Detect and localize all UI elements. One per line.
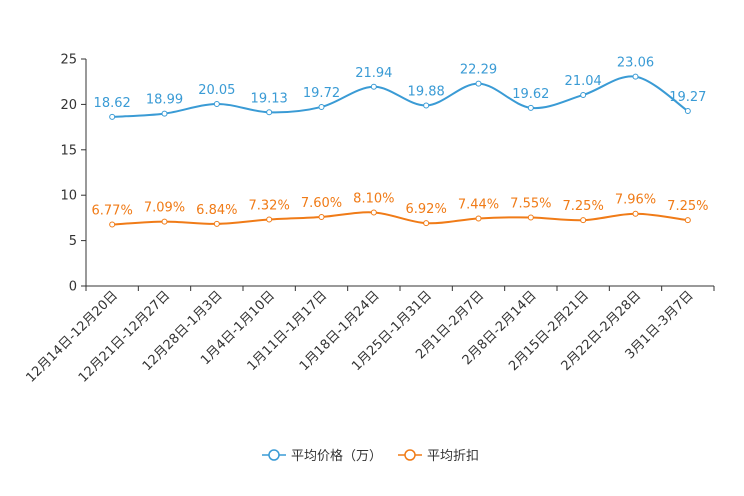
data-label: 19.72	[303, 86, 340, 101]
legend-marker-icon	[404, 449, 416, 461]
y-tick-label: 10	[60, 189, 77, 204]
series-group: 18.62 18.99 20.05 19.13 19.72 21.94 19.88 22.29…	[92, 56, 708, 228]
data-point	[318, 103, 325, 110]
data-point	[580, 91, 587, 98]
data-label: 23.06	[617, 56, 654, 71]
data-point	[475, 80, 482, 87]
legend-label: 平均价格（万）	[291, 448, 382, 464]
y-tick-label: 5	[69, 234, 77, 249]
legend-label: 平均折扣	[427, 449, 479, 464]
data-point	[266, 216, 273, 223]
data-point	[370, 83, 377, 90]
y-tick-label: 15	[60, 143, 77, 158]
legend-marker-icon	[268, 449, 280, 461]
series-line	[112, 75, 689, 118]
data-label: 7.09%	[144, 201, 185, 216]
data-label: 19.88	[408, 84, 445, 99]
data-label: 7.32%	[249, 199, 290, 214]
series-average-price: 18.62 18.99 20.05 19.13 19.72 21.94 19.88 22.29…	[94, 56, 706, 120]
data-point	[632, 73, 639, 80]
data-label: 7.44%	[458, 197, 499, 212]
data-point	[423, 220, 430, 227]
legend-item-average-discount[interactable]: 平均折扣	[398, 449, 479, 464]
data-label: 19.62	[512, 87, 549, 102]
data-label: 20.05	[198, 83, 235, 98]
data-point	[161, 110, 168, 117]
data-label: 7.96%	[615, 193, 656, 208]
data-point	[161, 218, 168, 225]
data-point	[109, 113, 116, 120]
data-label: 7.25%	[667, 199, 708, 214]
data-label: 21.94	[355, 66, 392, 81]
data-label: 18.62	[94, 96, 131, 111]
data-label: 18.99	[146, 93, 183, 108]
data-point	[580, 217, 587, 224]
data-point	[213, 100, 220, 107]
y-tick-label: 0	[69, 280, 77, 295]
x-axis-ticks: 12月14日-12月20日12月21日-12月27日12月28日-1月3日1月4…	[24, 286, 715, 386]
data-label: 7.60%	[301, 196, 342, 211]
data-point	[213, 220, 220, 227]
x-tick-label: 12月21日-12月27日	[76, 288, 173, 385]
data-point	[266, 109, 273, 116]
data-label: 8.10%	[353, 191, 394, 206]
data-point	[684, 108, 691, 115]
y-axis-ticks: 0 5 10 15 20 25	[60, 53, 86, 295]
data-point	[632, 210, 639, 217]
y-tick-label: 25	[60, 53, 77, 68]
legend-item-average-price[interactable]: 平均价格（万）	[262, 448, 382, 464]
data-point	[318, 213, 325, 220]
data-label: 21.04	[565, 74, 602, 89]
data-label: 19.27	[669, 90, 706, 105]
data-label: 22.29	[460, 63, 497, 78]
data-label: 7.55%	[510, 196, 551, 211]
data-point	[527, 104, 534, 111]
data-label: 6.84%	[196, 203, 237, 218]
data-point	[423, 102, 430, 109]
data-point	[684, 217, 691, 224]
data-point	[527, 214, 534, 221]
legend[interactable]: 平均价格（万） 平均折扣	[262, 448, 479, 464]
data-label: 7.25%	[563, 199, 604, 214]
data-point	[370, 209, 377, 216]
series-average-discount: 6.77% 7.09% 6.84% 7.32% 7.60% 8.10% 6.92% 7.44%…	[92, 191, 708, 228]
data-point	[109, 221, 116, 228]
data-point	[475, 215, 482, 222]
data-label: 6.77%	[92, 204, 133, 219]
data-label: 19.13	[251, 91, 288, 106]
data-label: 6.92%	[406, 202, 447, 217]
series-line	[112, 211, 688, 226]
x-tick-label: 12月14日-12月20日	[24, 288, 121, 385]
y-tick-label: 20	[60, 98, 77, 113]
